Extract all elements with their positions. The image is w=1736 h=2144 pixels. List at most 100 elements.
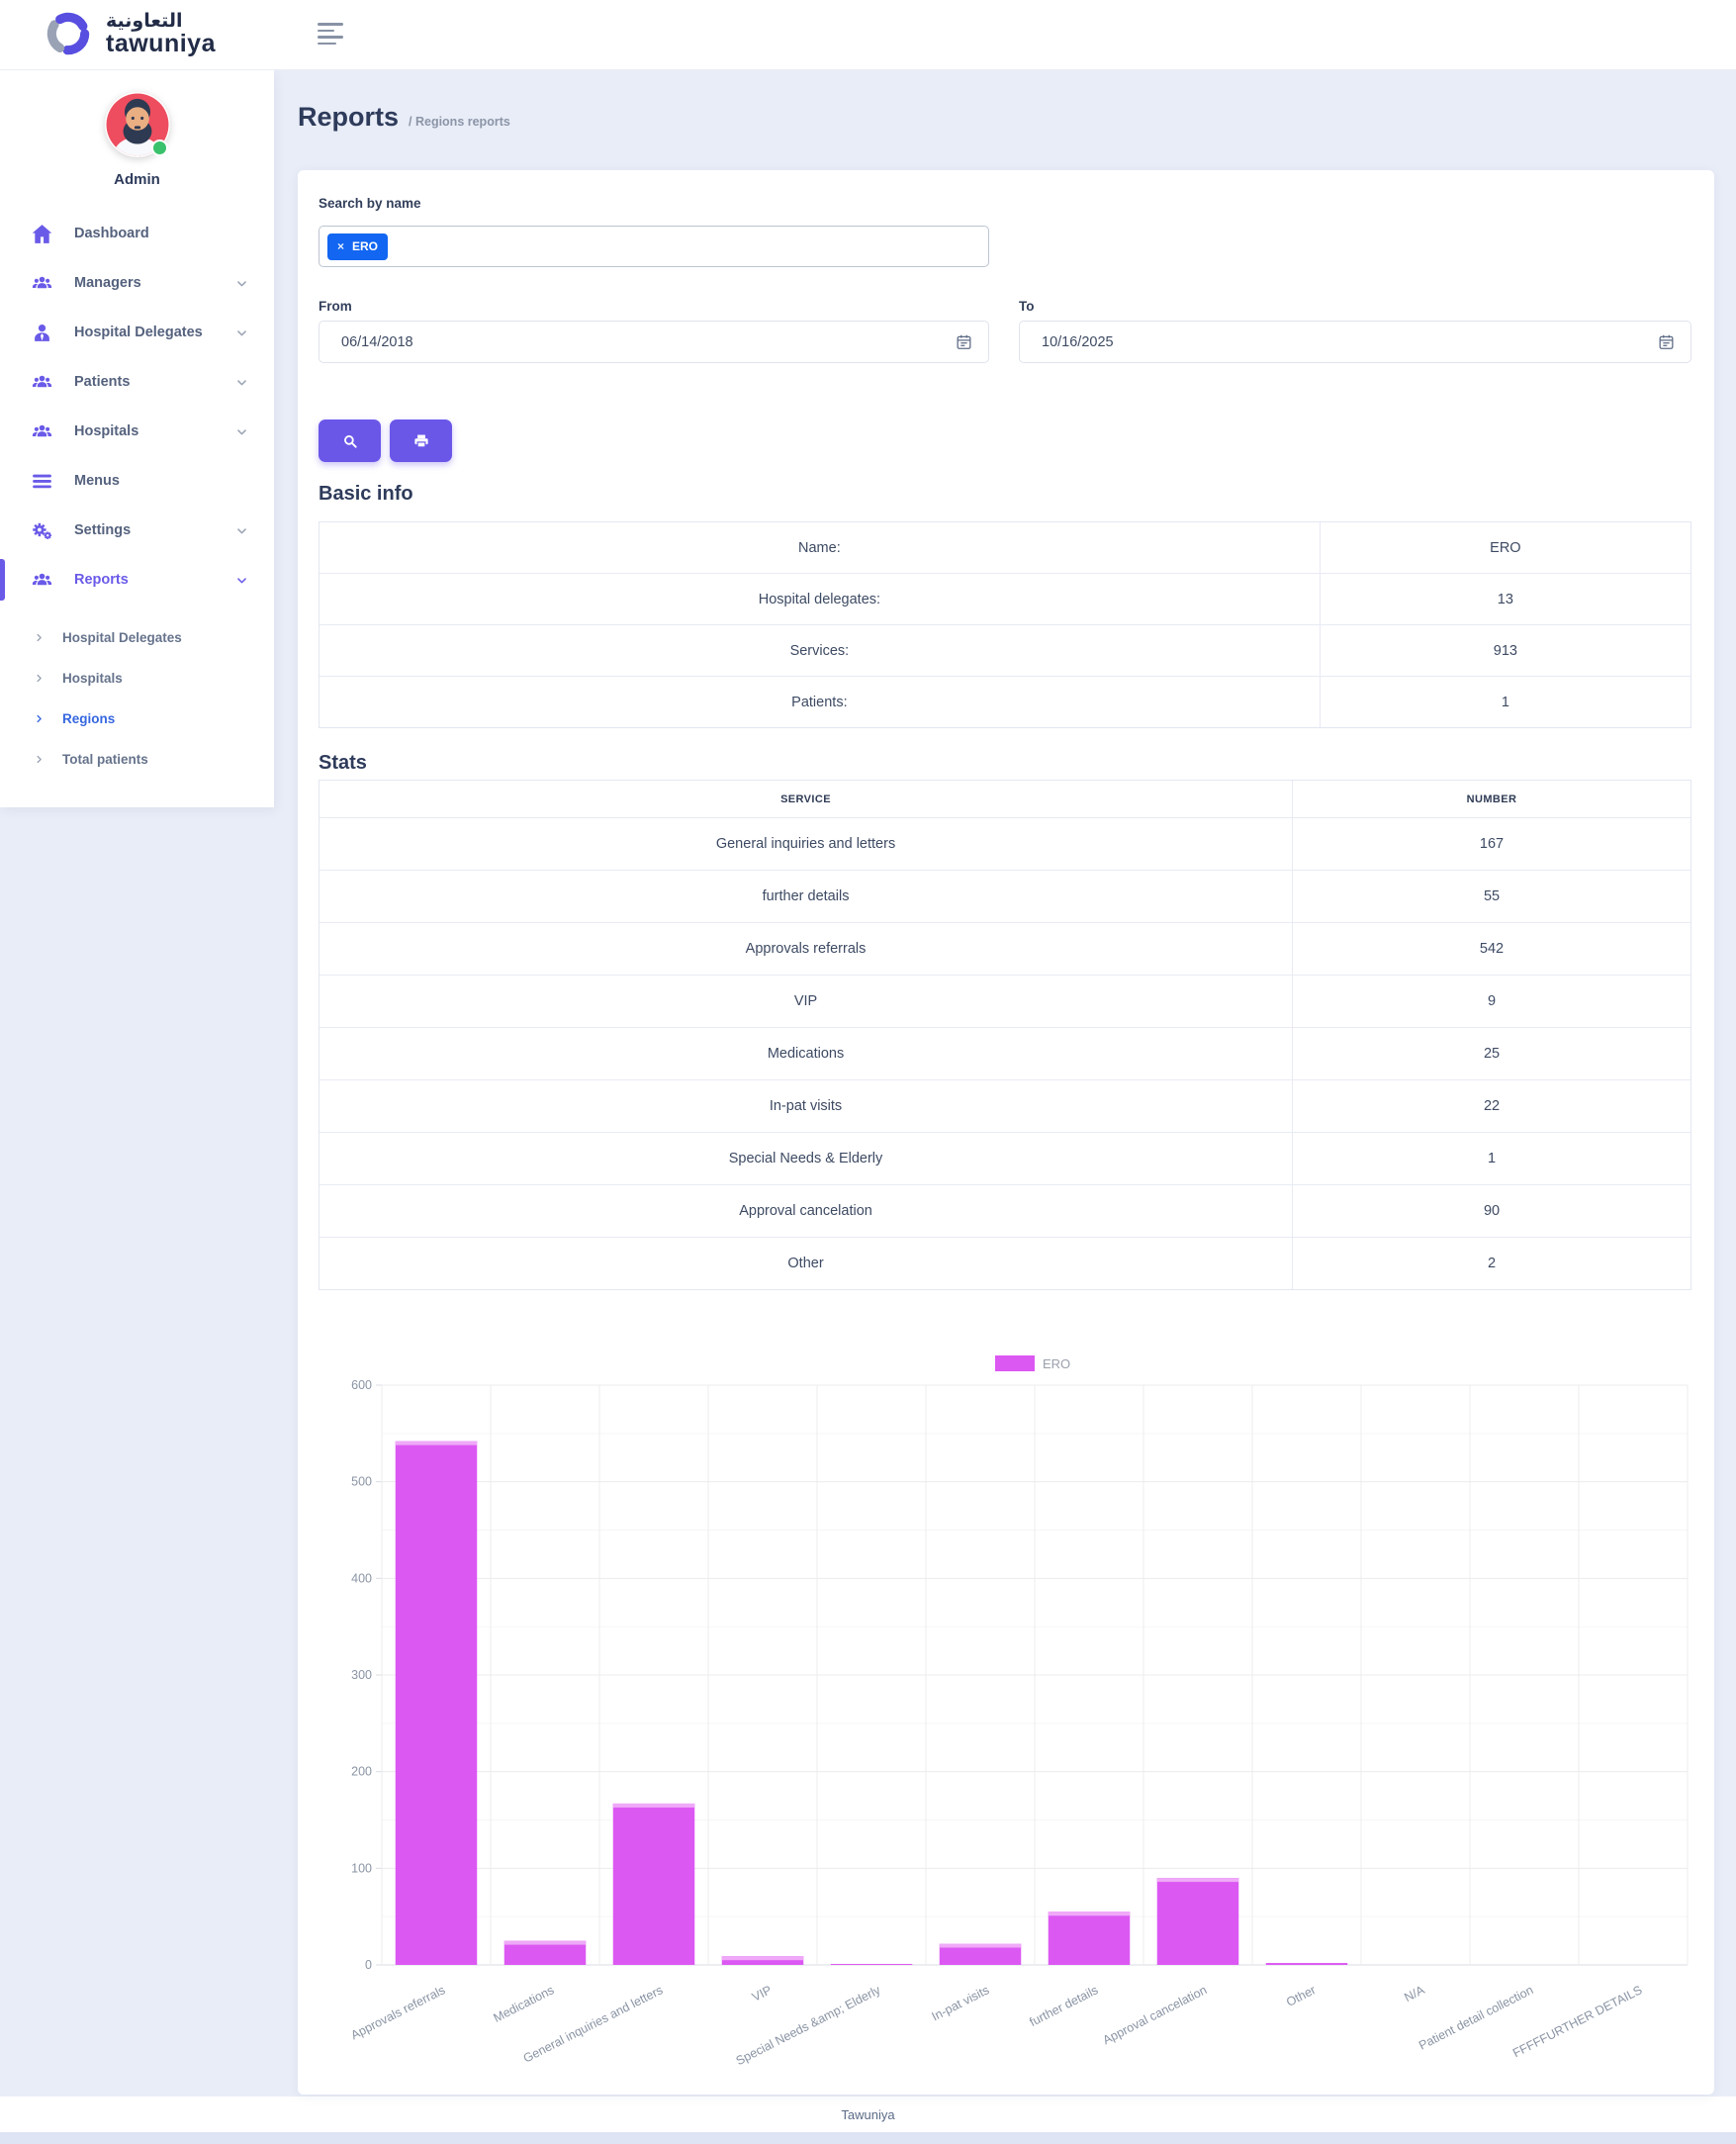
- sidebar-nav: Dashboard Managers Hospital Delegates Patie…: [0, 209, 274, 605]
- legend-swatch: [995, 1355, 1035, 1371]
- svg-text:400: 400: [351, 1571, 372, 1585]
- bars-icon: [30, 469, 54, 494]
- from-label: From: [319, 299, 352, 314]
- users-icon: [30, 370, 54, 395]
- users-icon: [30, 271, 54, 296]
- footer-text: Tawuniya: [841, 2106, 895, 2122]
- svg-text:0: 0: [365, 1958, 372, 1972]
- row-label: Patients:: [320, 677, 1321, 727]
- tawuniya-logo-icon: [44, 9, 93, 58]
- sidebar-item-label: Hospital Delegates: [74, 325, 203, 340]
- row-value: 9: [1487, 993, 1497, 1009]
- legend-label: ERO: [1043, 1356, 1070, 1371]
- logo-text: التعاونية tawuniya: [106, 11, 216, 57]
- chevron-down-icon: [233, 374, 250, 391]
- row-value: 90: [1483, 1203, 1501, 1219]
- row-label: Approvals referrals: [320, 923, 1294, 975]
- search-button[interactable]: [319, 419, 381, 462]
- table-row: Other 2: [320, 1237, 1690, 1289]
- table-row: In-pat visits 22: [320, 1079, 1690, 1132]
- chart-bar: [1156, 1878, 1239, 1965]
- chevron-down-icon: [233, 522, 250, 539]
- row-label: Other: [320, 1238, 1294, 1289]
- users-icon: [30, 568, 54, 593]
- chevron-right-icon: [33, 712, 46, 725]
- sidebar-item-managers[interactable]: Managers: [0, 258, 274, 308]
- x-axis-label: Other: [1284, 1983, 1318, 2009]
- breadcrumb: Reports / Regions reports: [298, 102, 510, 133]
- row-label: General inquiries and letters: [320, 818, 1294, 870]
- row-value: 913: [1493, 642, 1517, 659]
- basic-info-title: Basic info: [319, 483, 413, 505]
- tawuniya-logo[interactable]: التعاونية tawuniya: [44, 9, 216, 58]
- sidebar-item-label: Managers: [74, 275, 141, 291]
- column-header: NUMBER: [1466, 792, 1517, 805]
- table-header-row: SERVICE NUMBER: [320, 781, 1690, 817]
- user-name: Admin: [114, 171, 160, 188]
- search-input[interactable]: × ERO: [319, 226, 989, 267]
- row-value: 13: [1497, 591, 1513, 607]
- sidebar-item-menus[interactable]: Menus: [0, 456, 274, 506]
- svg-text:200: 200: [351, 1765, 372, 1779]
- x-axis-label: In-pat visits: [930, 1983, 992, 2023]
- sidebar-subitem-label: Total patients: [62, 752, 148, 767]
- chart-bar: [1265, 1963, 1348, 1965]
- sidebar-subitem-total-patients[interactable]: Total patients: [0, 739, 274, 780]
- row-value: 1: [1501, 694, 1509, 710]
- row-value: 2: [1487, 1256, 1497, 1271]
- row-label: Name:: [320, 522, 1321, 573]
- search-chip[interactable]: × ERO: [327, 233, 389, 260]
- sidebar-item-settings[interactable]: Settings: [0, 506, 274, 555]
- row-value: 542: [1479, 941, 1505, 957]
- sidebar-item-patients[interactable]: Patients: [0, 357, 274, 407]
- table-row: Patients: 1: [320, 676, 1690, 727]
- row-value: 22: [1483, 1098, 1501, 1114]
- table-row: Hospital delegates: 13: [320, 573, 1690, 624]
- x-axis-label: N/A: [1402, 1983, 1427, 2004]
- sidebar-item-dashboard[interactable]: Dashboard: [0, 209, 274, 258]
- sidebar-item-label: Hospitals: [74, 423, 139, 439]
- row-value: 25: [1483, 1046, 1501, 1062]
- to-date-input[interactable]: 10/16/2025: [1019, 321, 1691, 363]
- to-date-value: 10/16/2025: [1042, 333, 1114, 350]
- row-value: 167: [1479, 836, 1505, 852]
- sidebar-item-label: Dashboard: [74, 226, 149, 241]
- print-button[interactable]: [390, 419, 452, 462]
- search-label: Search by name: [319, 196, 421, 211]
- chart-bar: [830, 1964, 913, 1965]
- from-date-input[interactable]: 06/14/2018: [319, 321, 989, 363]
- row-label: further details: [320, 871, 1294, 922]
- row-label: Services:: [320, 625, 1321, 676]
- sidebar-item-reports[interactable]: Reports: [0, 555, 274, 605]
- print-icon: [412, 432, 430, 450]
- page-title: Reports: [298, 102, 400, 132]
- sidebar-subnav: Hospital Delegates Hospitals Regions Total …: [0, 617, 274, 780]
- sidebar-item-hospital-delegates[interactable]: Hospital Delegates: [0, 308, 274, 357]
- gears-icon: [30, 518, 54, 543]
- table-row: Medications 25: [320, 1027, 1690, 1079]
- sidebar-subitem-regions[interactable]: Regions: [0, 699, 274, 739]
- chevron-down-icon: [233, 325, 250, 341]
- chevron-down-icon: [233, 275, 250, 292]
- stats-title: Stats: [319, 752, 367, 774]
- table-row: Name: ERO: [320, 522, 1690, 573]
- table-row: Special Needs & Elderly 1: [320, 1132, 1690, 1184]
- sidebar-item-label: Menus: [74, 473, 120, 489]
- logo-latin: tawuniya: [106, 29, 216, 57]
- svg-text:500: 500: [351, 1475, 372, 1489]
- menu-icon[interactable]: [318, 23, 344, 45]
- search-icon: [341, 432, 359, 450]
- table-row: VIP 9: [320, 975, 1690, 1027]
- column-header: SERVICE: [320, 781, 1294, 817]
- svg-text:100: 100: [351, 1861, 372, 1875]
- sidebar-subitem-hospital-delegates[interactable]: Hospital Delegates: [0, 617, 274, 658]
- row-label: Hospital delegates:: [320, 574, 1321, 624]
- calendar-icon[interactable]: [955, 332, 973, 351]
- sidebar-subitem-hospitals[interactable]: Hospitals: [0, 658, 274, 699]
- chip-label: ERO: [352, 239, 379, 253]
- chart-bar: [939, 1943, 1022, 1965]
- sidebar-item-hospitals[interactable]: Hospitals: [0, 407, 274, 456]
- calendar-icon[interactable]: [1657, 332, 1676, 351]
- svg-text:600: 600: [351, 1378, 372, 1392]
- close-icon[interactable]: ×: [337, 239, 345, 253]
